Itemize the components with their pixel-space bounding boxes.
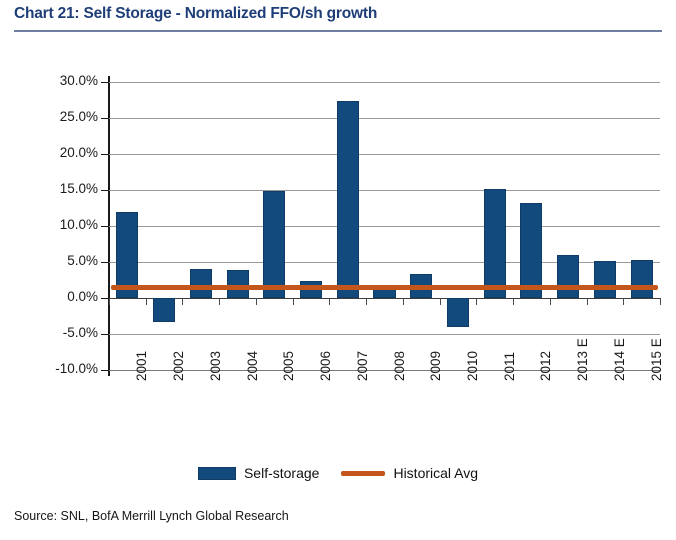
y-axis-tick [101, 82, 108, 83]
x-axis-tick-label: 2009 [428, 350, 444, 381]
x-axis-tick-label: 2003 [207, 350, 223, 381]
x-axis-tick-label: 2001 [134, 350, 150, 381]
x-axis-tick [182, 298, 184, 305]
x-axis-tick [329, 298, 331, 305]
gridline [109, 82, 660, 83]
gridline [109, 370, 660, 371]
legend-bar-swatch [197, 466, 236, 480]
x-axis-tick-label: 2011 [501, 351, 517, 381]
chart-bar [557, 254, 580, 298]
legend-item-label: Historical Avg [393, 465, 479, 481]
chart-bar [263, 190, 286, 298]
y-axis-tick-label: 0.0% [67, 289, 98, 304]
chart-bar [630, 259, 653, 298]
chart-bar [520, 202, 543, 298]
source-note: Source: SNL, BofA Merrill Lynch Global R… [14, 509, 289, 523]
x-axis-tick-label: 2010 [464, 350, 480, 381]
x-axis-tick [660, 298, 661, 305]
x-axis-tick-label: 2004 [244, 350, 260, 381]
x-axis-tick-label: 2005 [281, 350, 297, 381]
gridline [109, 118, 660, 119]
y-axis-tick [101, 298, 108, 299]
x-axis-tick-label: 2014 E [611, 338, 627, 381]
y-axis-labels: 30.0% 25.0% 20.0% 15.0% 10.0% 5.0% 0.0% -5.0% -1… [0, 73, 98, 376]
chart-bar [593, 261, 616, 298]
chart-legend: Self-storage Historical Avg [0, 462, 676, 484]
x-axis-tick [109, 298, 110, 305]
chart-bar [446, 298, 469, 327]
gridline [109, 190, 660, 191]
y-axis-tick-label: 5.0% [67, 253, 98, 268]
y-axis-tick-label: -5.0% [62, 325, 98, 340]
y-axis-tick-label: 10.0% [59, 217, 98, 232]
x-axis-tick [476, 298, 478, 305]
chart-bar [336, 100, 359, 298]
y-axis-tick-label: -10.0% [55, 361, 98, 376]
chart-bar [153, 298, 176, 322]
x-axis-tick [255, 298, 257, 305]
legend-line-swatch [341, 470, 386, 476]
x-axis-tick-label: 2015 E [648, 338, 664, 381]
x-axis-tick-label: 2012 [538, 350, 554, 381]
x-axis-tick [623, 298, 625, 305]
y-axis-tick [101, 370, 108, 371]
x-axis-tick [219, 298, 221, 305]
x-axis-tick [586, 298, 588, 305]
y-axis-tick-label: 15.0% [59, 181, 98, 196]
y-axis-tick [101, 262, 108, 263]
chart-bar [373, 289, 396, 298]
y-axis-tick [101, 118, 108, 119]
x-axis-tick-label: 2006 [318, 350, 334, 381]
chart-bar [483, 188, 506, 298]
historical-average-line [111, 285, 658, 291]
gridline [109, 334, 660, 335]
x-axis-tick [292, 298, 294, 305]
legend-item-label: Self-storage [243, 465, 320, 481]
gridline [109, 154, 660, 155]
y-axis-tick-label: 25.0% [59, 109, 98, 124]
x-axis-tick-label: 2007 [354, 350, 370, 381]
page-title: Chart 21: Self Storage - Normalized FFO/… [14, 5, 378, 22]
y-axis-tick [101, 190, 108, 191]
x-axis-tick-label: 2008 [391, 350, 407, 381]
x-axis-tick [145, 298, 147, 305]
legend-item[interactable]: Self-storage [197, 465, 320, 481]
gridline [109, 226, 660, 227]
y-axis-tick-label: 30.0% [59, 73, 98, 88]
plot-area [109, 82, 660, 371]
x-axis-tick [402, 298, 404, 305]
x-axis-tick [366, 298, 368, 305]
x-axis-tick-label: 2002 [171, 350, 187, 381]
chart-bar [116, 211, 139, 298]
legend-item[interactable]: Historical Avg [341, 465, 478, 481]
chart-bar [226, 269, 249, 298]
x-axis-tick-label: 2013 E [575, 338, 591, 381]
y-axis-tick [101, 226, 108, 227]
chart-bar [189, 269, 212, 298]
gridline [109, 298, 660, 299]
y-axis-tick-label: 20.0% [59, 145, 98, 160]
title-divider [14, 30, 662, 32]
x-axis-tick [513, 298, 515, 305]
y-axis-tick [101, 154, 108, 155]
gridline [109, 262, 660, 263]
x-axis-tick [439, 298, 441, 305]
y-axis-tick [101, 334, 108, 335]
x-axis-tick [549, 298, 551, 305]
